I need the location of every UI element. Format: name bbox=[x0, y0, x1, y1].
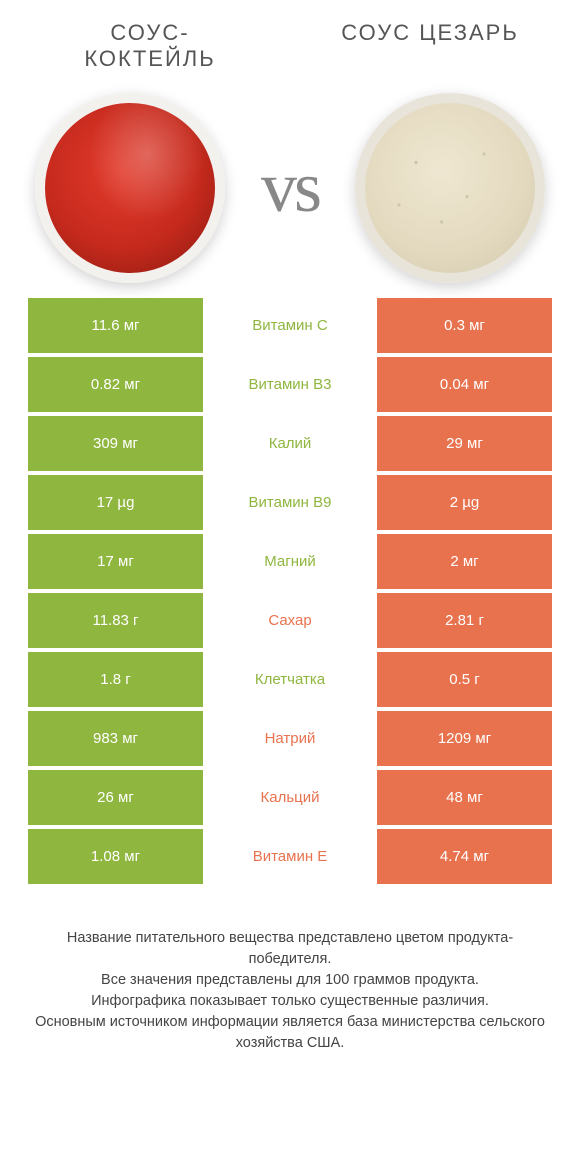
footer-line: Все значения представлены для 100 граммо… bbox=[26, 970, 554, 991]
nutrient-label: Сахар bbox=[203, 593, 377, 648]
comparison-row: 11.83 гСахар2.81 г bbox=[28, 593, 552, 648]
comparison-row: 0.82 мгВитамин B30.04 мг bbox=[28, 357, 552, 412]
nutrient-label: Витамин C bbox=[203, 298, 377, 353]
value-left: 11.83 г bbox=[28, 593, 203, 648]
footer-line: Основным источником информации является … bbox=[26, 1012, 554, 1054]
comparison-row: 11.6 мгВитамин C0.3 мг bbox=[28, 298, 552, 353]
footer-line: Инфографика показывает только существенн… bbox=[26, 991, 554, 1012]
comparison-table: 11.6 мгВитамин C0.3 мг0.82 мгВитамин B30… bbox=[0, 298, 580, 884]
value-right: 1209 мг bbox=[377, 711, 552, 766]
value-left: 11.6 мг bbox=[28, 298, 203, 353]
value-left: 17 µg bbox=[28, 475, 203, 530]
comparison-row: 26 мгКальций48 мг bbox=[28, 770, 552, 825]
nutrient-label: Витамин E bbox=[203, 829, 377, 884]
product-image-right bbox=[355, 93, 545, 283]
vs-label: vs bbox=[261, 146, 319, 229]
nutrient-label: Кальций bbox=[203, 770, 377, 825]
value-right: 29 мг bbox=[377, 416, 552, 471]
value-left: 1.08 мг bbox=[28, 829, 203, 884]
value-right: 4.74 мг bbox=[377, 829, 552, 884]
nutrient-label: Магний bbox=[203, 534, 377, 589]
value-left: 1.8 г bbox=[28, 652, 203, 707]
footer-note: Название питательного вещества представл… bbox=[0, 888, 580, 1054]
product-image-left bbox=[35, 93, 225, 283]
value-left: 26 мг bbox=[28, 770, 203, 825]
header: СОУС-КОКТЕЙЛЬ СОУС ЦЕЗАРЬ bbox=[0, 0, 580, 83]
images-row: vs bbox=[0, 83, 580, 298]
comparison-row: 17 мгМагний2 мг bbox=[28, 534, 552, 589]
value-right: 2 мг bbox=[377, 534, 552, 589]
comparison-row: 309 мгКалий29 мг bbox=[28, 416, 552, 471]
value-right: 0.3 мг bbox=[377, 298, 552, 353]
nutrient-label: Натрий bbox=[203, 711, 377, 766]
value-right: 0.5 г bbox=[377, 652, 552, 707]
comparison-row: 1.08 мгВитамин E4.74 мг bbox=[28, 829, 552, 884]
value-left: 17 мг bbox=[28, 534, 203, 589]
title-right: СОУС ЦЕЗАРЬ bbox=[330, 20, 530, 73]
nutrient-label: Калий bbox=[203, 416, 377, 471]
value-right: 2.81 г bbox=[377, 593, 552, 648]
comparison-row: 983 мгНатрий1209 мг bbox=[28, 711, 552, 766]
value-right: 0.04 мг bbox=[377, 357, 552, 412]
value-right: 48 мг bbox=[377, 770, 552, 825]
nutrient-label: Клетчатка bbox=[203, 652, 377, 707]
comparison-row: 1.8 гКлетчатка0.5 г bbox=[28, 652, 552, 707]
nutrient-label: Витамин B9 bbox=[203, 475, 377, 530]
footer-line: Название питательного вещества представл… bbox=[26, 928, 554, 970]
title-left: СОУС-КОКТЕЙЛЬ bbox=[50, 20, 250, 73]
value-left: 0.82 мг bbox=[28, 357, 203, 412]
value-left: 309 мг bbox=[28, 416, 203, 471]
comparison-row: 17 µgВитамин B92 µg bbox=[28, 475, 552, 530]
value-right: 2 µg bbox=[377, 475, 552, 530]
value-left: 983 мг bbox=[28, 711, 203, 766]
nutrient-label: Витамин B3 bbox=[203, 357, 377, 412]
